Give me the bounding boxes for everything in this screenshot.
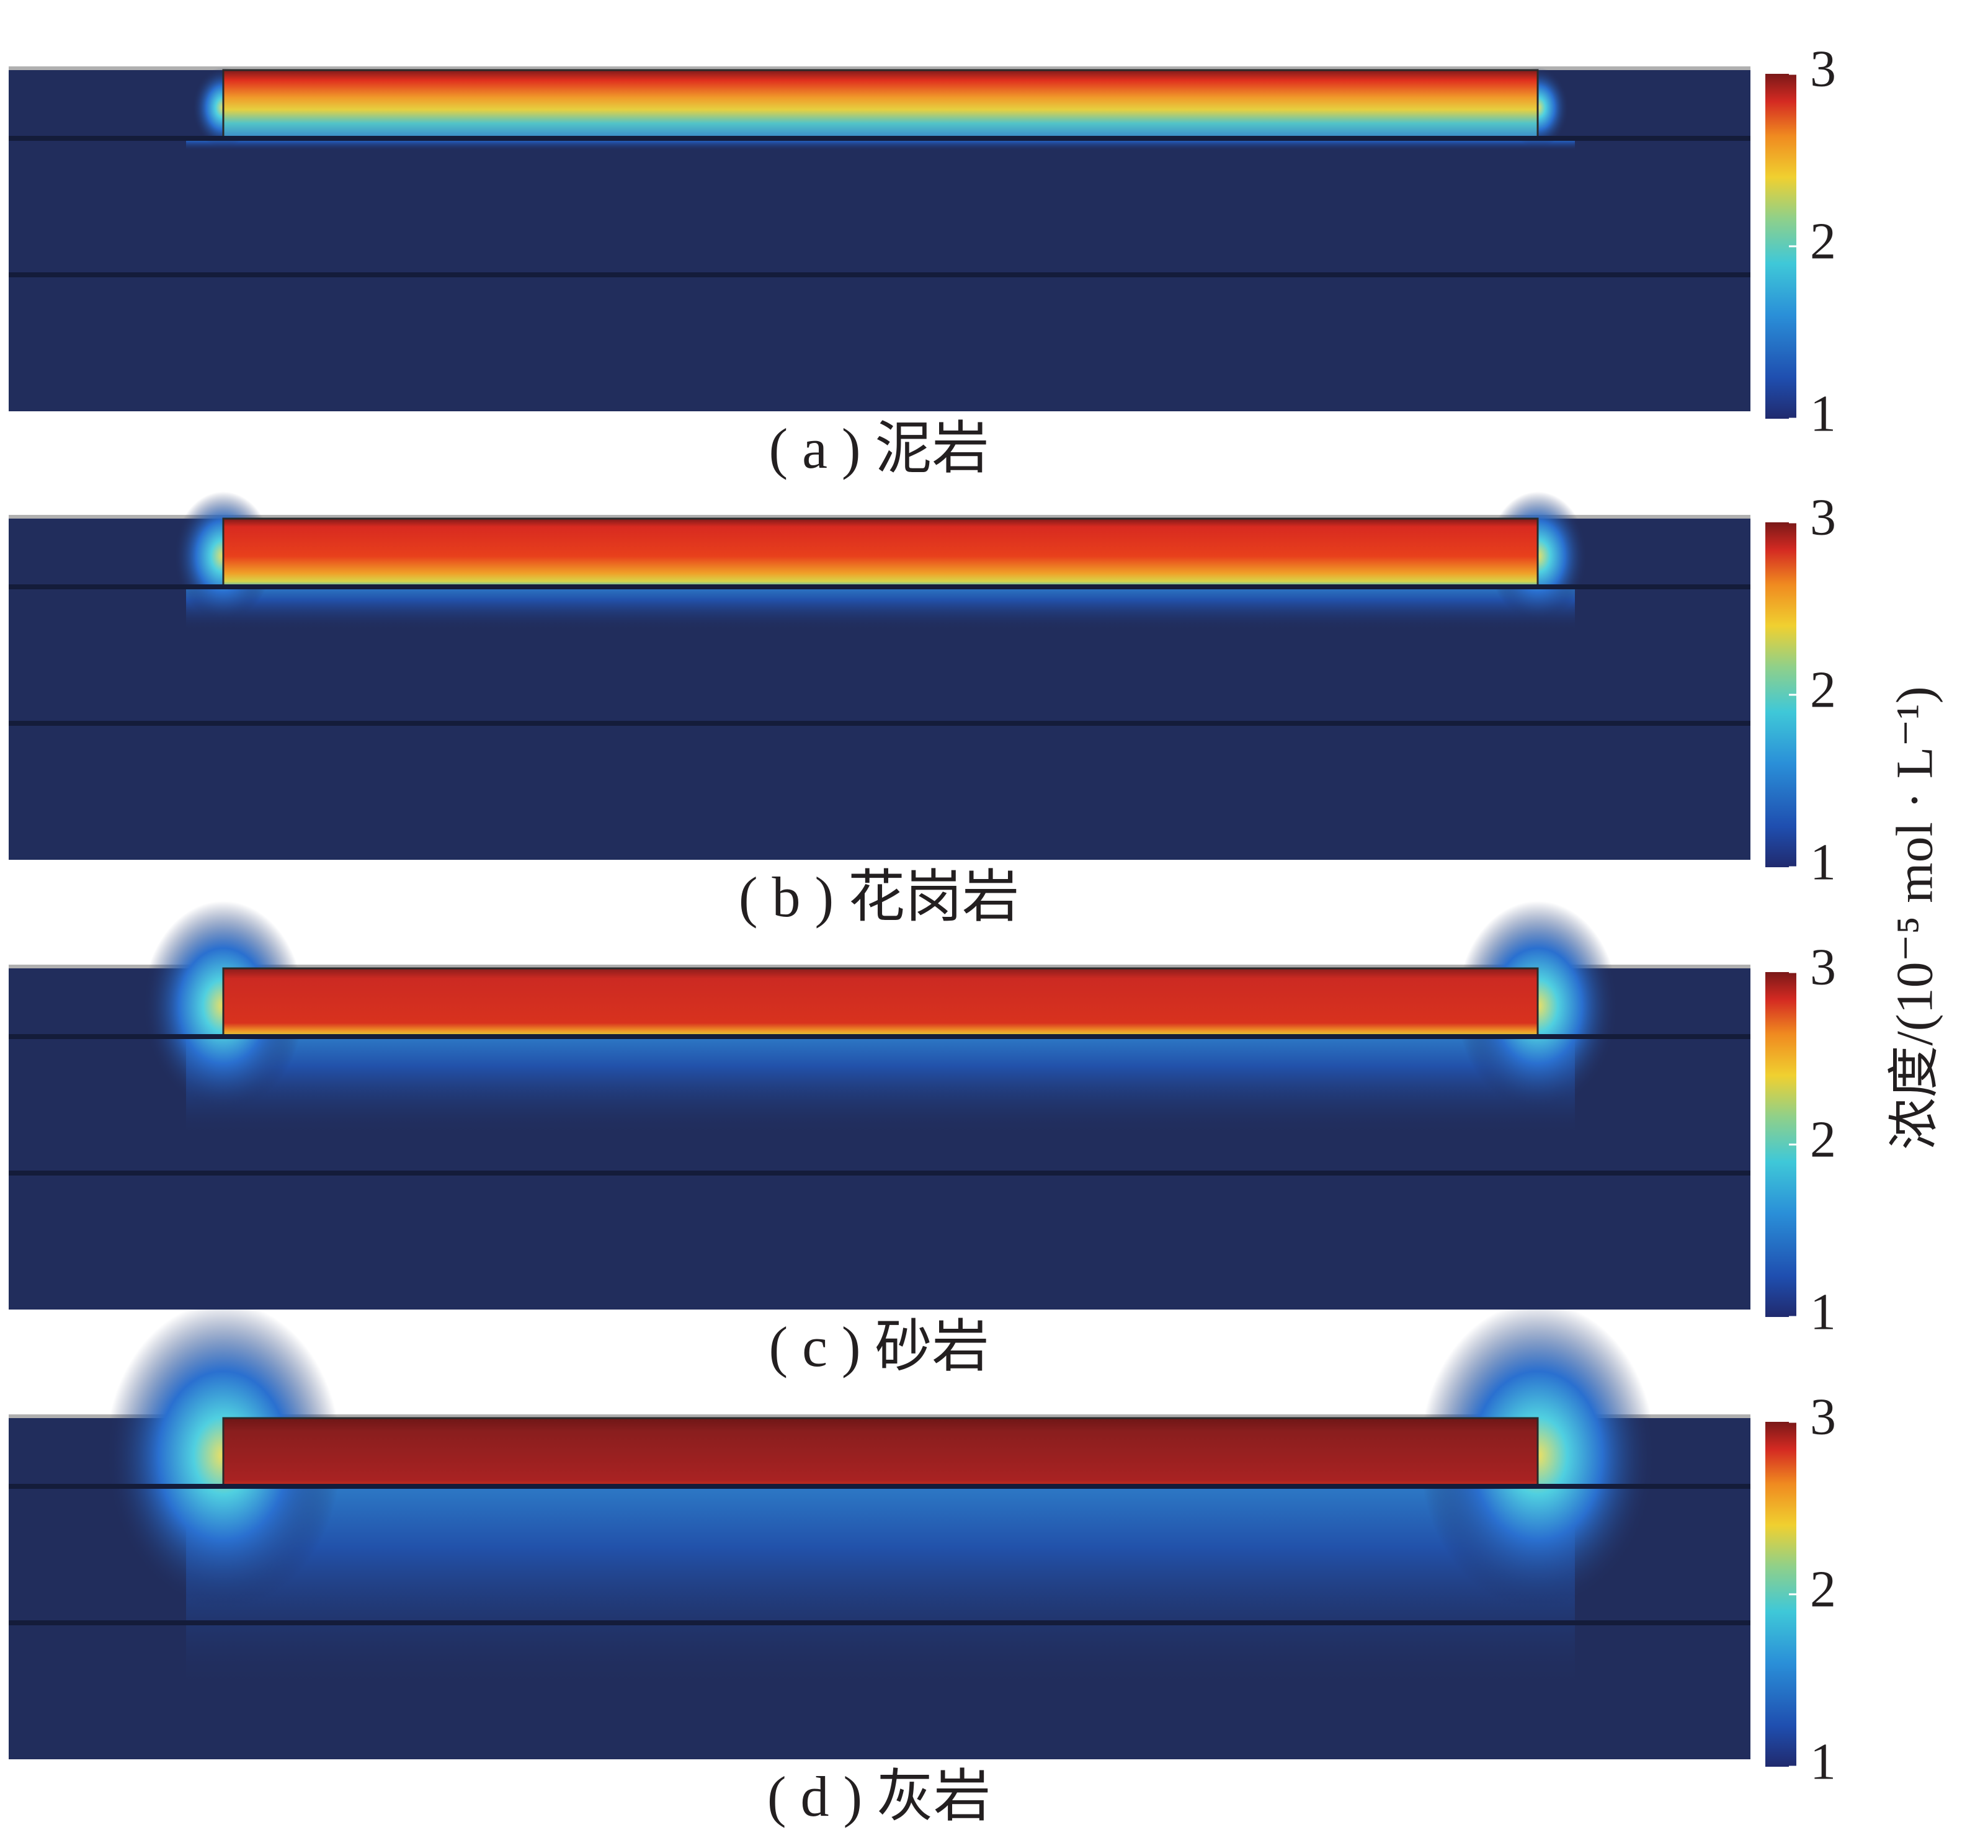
colorbar-tick-label: 1 <box>1810 385 1836 442</box>
colorbar-tick-label: 3 <box>1810 40 1836 97</box>
colorbar-tick-label: 2 <box>1810 1560 1836 1618</box>
colorbar-label: 浓度/(10⁻⁵ mol · L⁻¹) <box>1886 686 1943 1149</box>
top-edge <box>9 515 1750 519</box>
colorbar-tick-label: 2 <box>1810 212 1836 270</box>
contaminant-band <box>223 968 1538 1037</box>
panel-caption: ( b ) 花岗岩 <box>739 865 1019 929</box>
panel-caption: ( c ) 砂岩 <box>769 1315 989 1378</box>
colorbar-tick-label: 2 <box>1810 1110 1836 1168</box>
colorbar-tick-label: 2 <box>1810 661 1836 718</box>
colorbar-tick-label: 1 <box>1810 833 1836 891</box>
top-edge <box>9 965 1750 968</box>
colorbar-tick-label: 3 <box>1810 488 1836 546</box>
diffusion-zone <box>186 587 1575 630</box>
contaminant-band <box>223 1418 1538 1486</box>
contaminant-band <box>223 70 1538 138</box>
diffusion-zone <box>186 1486 1575 1691</box>
diffusion-zone <box>186 138 1575 151</box>
colorbar-tick-label: 3 <box>1810 1388 1836 1445</box>
colorbar-tick-label: 1 <box>1810 1283 1836 1341</box>
colorbar-tick-label: 1 <box>1810 1733 1836 1790</box>
contaminant-band <box>223 519 1538 587</box>
diffusion-zone <box>186 1037 1575 1136</box>
panel-caption: ( d ) 灰岩 <box>767 1765 991 1828</box>
panel-caption: ( a ) 泥岩 <box>769 417 989 480</box>
top-edge <box>9 66 1750 70</box>
top-edge <box>9 1414 1750 1418</box>
colorbar-tick-label: 3 <box>1810 938 1836 996</box>
